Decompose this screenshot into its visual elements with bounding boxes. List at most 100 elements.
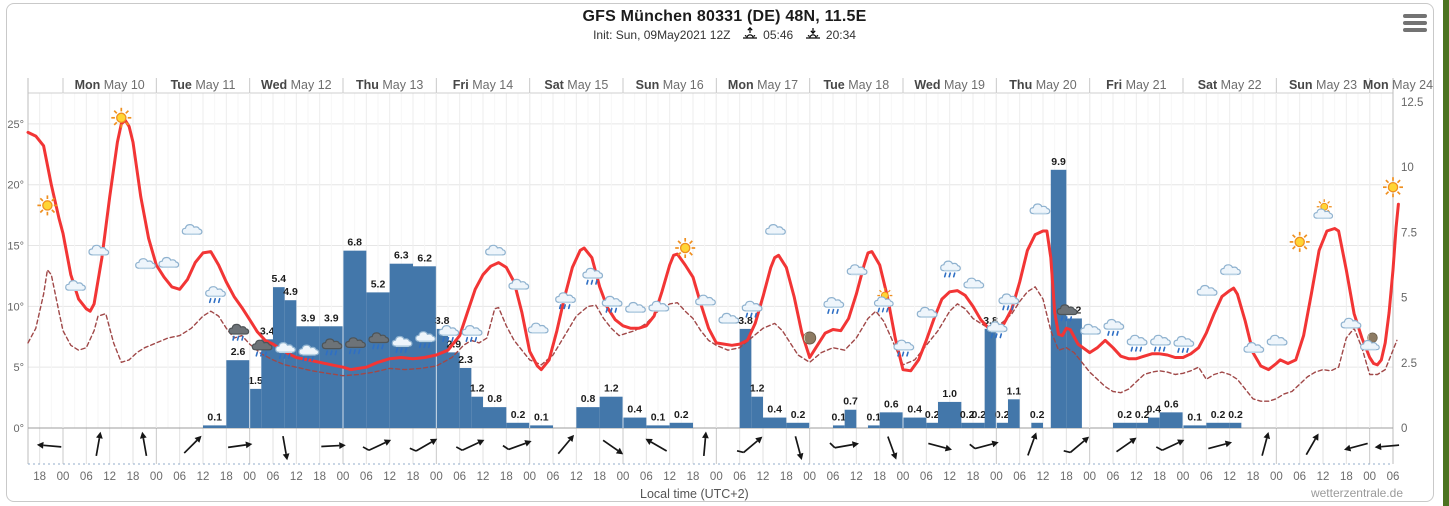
day-header: Sat May 15: [544, 78, 608, 92]
precip-bar: [483, 407, 507, 428]
time-label: 18: [1247, 471, 1260, 483]
precip-value-label: 1.1: [1007, 385, 1022, 397]
time-label: 06: [1200, 471, 1213, 483]
precip-value-label: 0.2: [972, 409, 987, 421]
precip-bar: [436, 328, 449, 428]
sun-weather-icon: [674, 237, 697, 259]
cloud-weather-icon: [66, 281, 86, 291]
precip-bar: [646, 425, 670, 428]
wind-barb-icon: [794, 436, 804, 461]
time-label: 12: [1037, 471, 1050, 483]
time-label: 18: [967, 471, 980, 483]
hamburger-icon: [1403, 21, 1427, 25]
rain1-weather-icon: [602, 296, 622, 312]
precip-bar: [1229, 422, 1242, 428]
day-boundary-lines: [62, 93, 1371, 428]
precip-value-label: 0.2: [925, 409, 940, 421]
precip-bar: [599, 396, 624, 428]
cloud-weather-icon: [766, 225, 786, 235]
time-label: 12: [943, 471, 956, 483]
sunset-icon: [805, 28, 820, 39]
precip-bar: [261, 339, 274, 428]
precip-value-label: 0.7: [843, 396, 858, 408]
time-label: 12: [477, 471, 490, 483]
page-title: GFS München 80331 (DE) 48N, 11.5E: [582, 8, 867, 25]
precip-value-label: 0.4: [627, 404, 642, 416]
precip-value-label: 6.3: [394, 250, 409, 262]
time-label: 18: [780, 471, 793, 483]
wind-barb-icon: [1208, 440, 1233, 450]
precip-value-label: 0.6: [1164, 398, 1179, 410]
time-label: 06: [547, 471, 560, 483]
precip-value-label: 0.2: [1228, 409, 1243, 421]
day-header: Sun May 16: [636, 78, 704, 92]
rain1-weather-icon: [1127, 335, 1147, 351]
sunset-time: 20:34: [825, 28, 856, 42]
time-label: 18: [1340, 471, 1353, 483]
hamburger-menu-button[interactable]: [1403, 14, 1427, 36]
cloud-weather-icon: [1197, 286, 1217, 296]
init-label: Init: Sun, 09May2021 12Z: [593, 28, 731, 42]
day-header: Wed May 19: [914, 78, 985, 92]
time-label: 12: [757, 471, 770, 483]
cloud-weather-icon: [917, 307, 937, 317]
time-label: 12: [103, 471, 116, 483]
precip-bar: [471, 396, 484, 428]
wind-barb-icon: [36, 441, 62, 449]
day-header: Sun May 23: [1289, 78, 1357, 92]
precip-bar: [1050, 169, 1067, 429]
left-axis-tick: 0°: [13, 423, 24, 435]
wind-barb-icon: [1027, 432, 1038, 456]
precip-value-label: 6.2: [417, 252, 432, 264]
cloud-weather-icon: [1267, 335, 1287, 345]
precip-value-label: 1.5: [248, 375, 263, 387]
x-axis-label: Local time (UTC+2): [640, 487, 749, 501]
precip-value-label: 0.2: [1030, 409, 1045, 421]
time-label: 00: [337, 471, 350, 483]
precip-bar: [529, 425, 554, 428]
weather-icons-layer: [36, 106, 1404, 361]
wind-barb-icon: [282, 436, 290, 461]
cloud-weather-icon: [486, 245, 506, 255]
precip-value-label: 0.2: [511, 409, 526, 421]
left-axis-tick: 25°: [7, 119, 24, 131]
precip-value-label: 0.4: [767, 404, 782, 416]
time-label: 00: [430, 471, 443, 483]
wind-barb-icon: [736, 436, 763, 454]
precip-value-label: 0.1: [1187, 411, 1202, 423]
wind-barb-icon: [829, 441, 859, 449]
right-axis-tick: 12.5: [1401, 97, 1423, 109]
precip-bar: [844, 409, 857, 428]
precip-bar: [961, 422, 974, 428]
cloud-weather-icon: [626, 303, 646, 313]
cloud-weather-icon: [964, 278, 984, 288]
precip-value-label: 0.2: [1135, 409, 1150, 421]
precip-value-label: 0.8: [581, 393, 596, 405]
precip-bar: [1113, 422, 1137, 428]
left-axis-tick: 15°: [7, 241, 24, 253]
time-label: 12: [850, 471, 863, 483]
day-header: Wed May 12: [261, 78, 332, 92]
precip-bar: [1031, 422, 1044, 428]
right-axis-tick: 2.5: [1401, 358, 1417, 370]
precip-bar: [1183, 425, 1207, 428]
precip-value-label: 0.1: [651, 411, 666, 423]
day-header: Thu May 13: [356, 78, 423, 92]
right-axis-tick: 10: [1401, 162, 1414, 174]
precip-value-label: 4.9: [283, 286, 298, 298]
precip-value-label: 0.2: [1211, 409, 1226, 421]
precip-bar: [1159, 412, 1184, 428]
right-axis-tick: 0: [1401, 423, 1407, 435]
time-label: 18: [313, 471, 326, 483]
cloud-weather-icon: [159, 258, 179, 268]
sun-weather-icon: [36, 194, 59, 217]
axis-text-layer: Mon May 10 Tue May 11 Wed May 12 Thu May 13…: [7, 78, 1433, 483]
watermark: wetterzentrale.de: [1310, 486, 1403, 500]
wind-barb-icon: [502, 440, 532, 451]
precip-value-label: 3.9: [324, 312, 339, 324]
sun-weather-icon: [1382, 176, 1404, 199]
precip-bar: [763, 417, 787, 428]
time-label: 06: [733, 471, 746, 483]
precip-bar: [938, 401, 962, 428]
